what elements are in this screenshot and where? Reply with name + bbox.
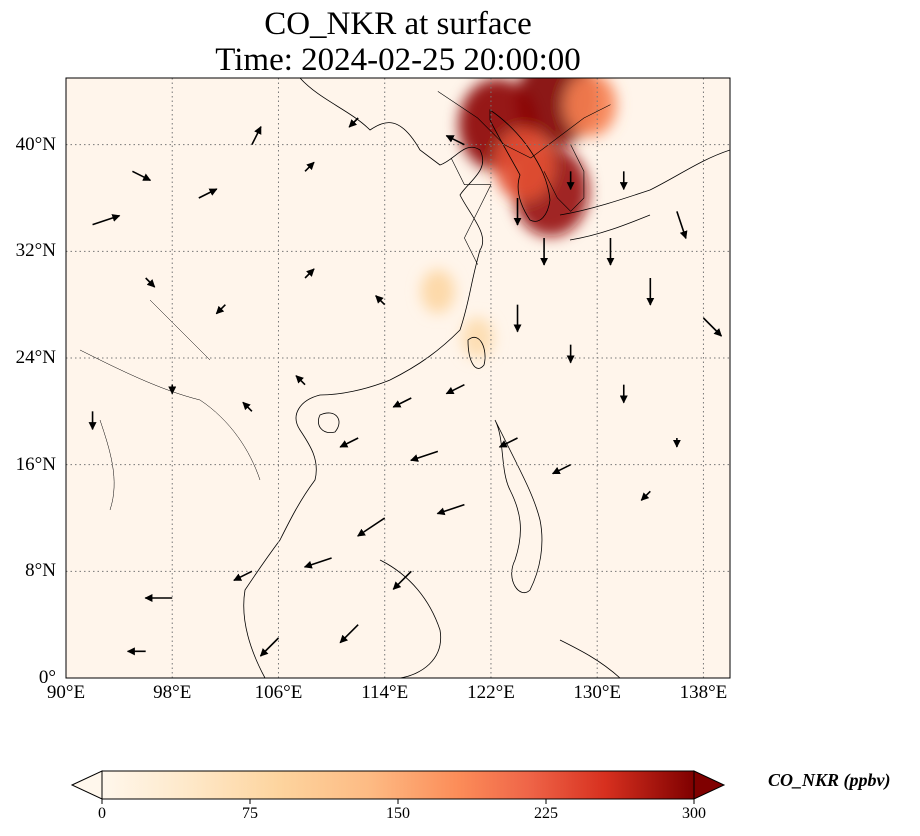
lat-tick-label: 8°N — [25, 560, 56, 582]
colorbar-ticks — [101, 799, 695, 804]
mainland-coastline — [243, 78, 484, 678]
wind-vector-10 — [445, 134, 465, 146]
coastline-layer — [79, 78, 730, 678]
north-border-0 — [437, 91, 611, 159]
wind-vector-32 — [233, 570, 253, 582]
lon-tick-label: 138°E — [679, 682, 728, 703]
lon-tick-label: 98°E — [153, 682, 192, 703]
wind-vector-28 — [436, 503, 465, 516]
colorbar-tick-label: 225 — [534, 805, 558, 822]
japan-coastline — [559, 149, 730, 241]
wind-vector-4 — [304, 161, 315, 172]
lon-tick-label: 106°E — [254, 682, 303, 703]
map-background — [66, 78, 730, 678]
korea-coastline — [489, 109, 551, 222]
wind-vector-5 — [348, 117, 359, 128]
colorbar-gradient — [101, 770, 695, 800]
wind-vector-24 — [339, 437, 359, 448]
lon-tick-label: 90°E — [46, 682, 86, 703]
north-border-2 — [543, 144, 585, 212]
wind-vector-16 — [702, 317, 723, 337]
wind-vector-41 — [640, 490, 651, 501]
north-border-1 — [450, 157, 492, 265]
gridlines — [66, 78, 730, 678]
colorbar-tick-label: 0 — [98, 805, 106, 822]
lat-tick-label: 24°N — [15, 347, 56, 368]
wind-vector-31 — [392, 570, 412, 590]
colorbar-min-extend — [70, 770, 103, 800]
lon-tick-label: 130°E — [573, 682, 622, 703]
wind-vector-0 — [92, 214, 121, 226]
wind-vector-30 — [303, 557, 332, 569]
concentration-plume-layer — [420, 78, 617, 359]
wind-vector-27 — [551, 463, 571, 475]
plume-4 — [564, 78, 617, 137]
map-frame — [65, 77, 731, 679]
wind-vector-layer — [88, 117, 723, 657]
wind-vector-17 — [676, 211, 688, 240]
map-title-variable: CO_NKR at surface — [264, 6, 532, 42]
colorbar-tick-label: 150 — [386, 805, 410, 822]
colorbar-max-extend — [693, 770, 726, 800]
wind-vector-26 — [498, 437, 518, 448]
wind-vector-25 — [410, 450, 439, 462]
lat-tick-label: 40°N — [15, 133, 56, 155]
wind-vector-40 — [295, 375, 306, 386]
wind-vector-9 — [375, 295, 386, 306]
wind-vector-35 — [259, 637, 280, 657]
wind-vector-7 — [215, 304, 226, 315]
wind-vector-1 — [132, 170, 152, 182]
lat-tick-label: 16°N — [15, 453, 56, 475]
lon-tick-label: 122°E — [467, 682, 515, 703]
lat-tick-label: 0° — [38, 667, 56, 688]
wind-vector-29 — [357, 517, 386, 537]
philippines-coastline — [494, 419, 543, 593]
plume-5 — [420, 269, 455, 314]
wind-vector-23 — [392, 397, 412, 408]
wind-vector-3 — [251, 125, 262, 146]
wind-vector-39 — [242, 401, 253, 412]
hainan-coastline — [318, 412, 340, 433]
borneo-coastline — [379, 559, 621, 678]
colorbar-tick-label: 300 — [682, 805, 706, 822]
lon-tick-label: 114°E — [361, 682, 409, 703]
map-title-time: Time: 2024-02-25 20:00:00 — [215, 42, 581, 78]
colorbar-tick-label: 75 — [242, 805, 258, 822]
wind-vector-6 — [145, 277, 156, 288]
colorbar-title: CO_NKR (ppbv) — [768, 770, 891, 790]
wind-vector-8 — [304, 268, 315, 279]
wind-vector-22 — [445, 383, 465, 395]
wind-vector-34 — [339, 624, 359, 644]
wind-vector-2 — [198, 188, 218, 199]
taiwan-coastline — [467, 337, 486, 369]
plume-3 — [494, 128, 555, 201]
lat-tick-label: 32°N — [15, 240, 56, 262]
